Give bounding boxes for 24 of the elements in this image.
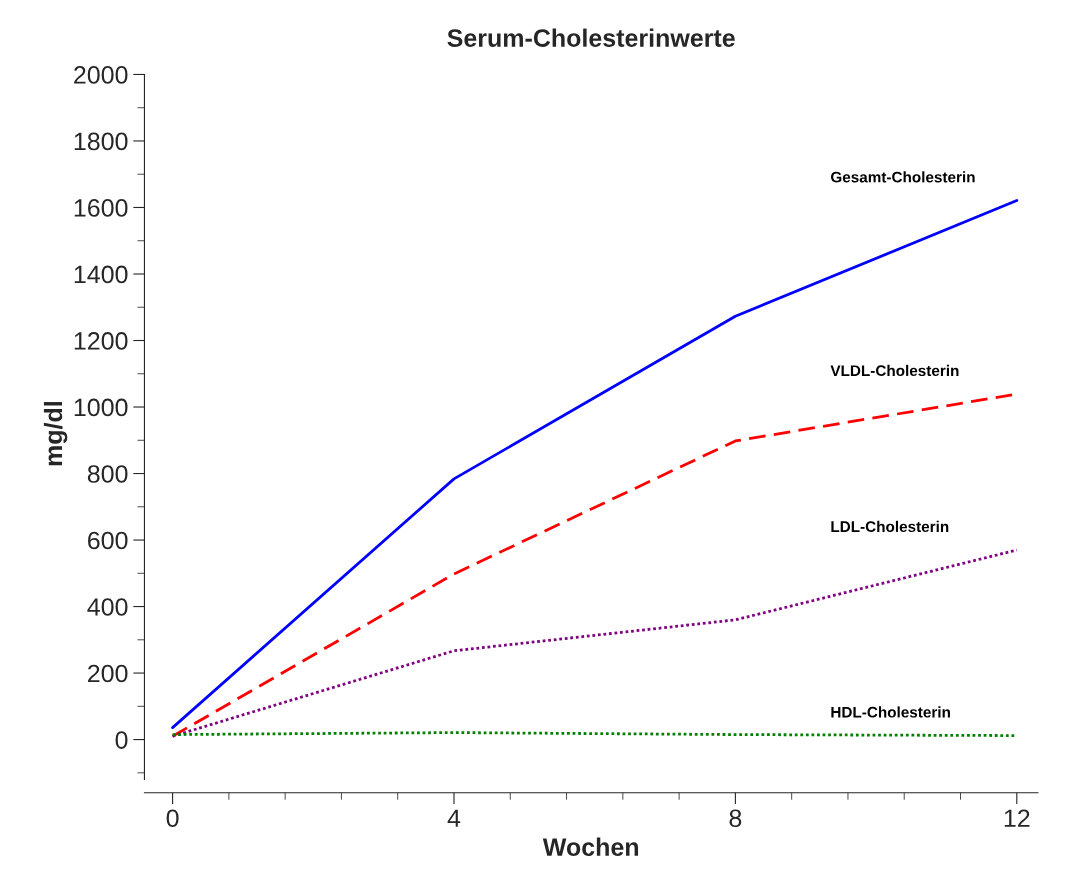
- y-tick-label: 1600: [74, 199, 128, 217]
- x-axis-title: Wochen: [542, 837, 639, 856]
- y-tick-label: 400: [87, 598, 128, 616]
- y-tick-label: 1400: [74, 265, 128, 284]
- y-tick-label: 0: [115, 731, 128, 749]
- text: Gesamt-Cholesterin: [830, 171, 975, 183]
- line-series: [171, 548, 1019, 738]
- y-tick-label: 1200: [74, 332, 128, 350]
- text: LDL-Cholesterin: [831, 520, 949, 533]
- y-tick-label: 1800: [74, 132, 128, 151]
- y-axis-title: mg/dl: [43, 402, 68, 466]
- series-label: VLDL-Cholesterin: [830, 364, 959, 377]
- chart-title: Serum-Cholesterinwerte: [447, 28, 735, 47]
- y-tick-label: 200: [88, 664, 128, 683]
- line-series: [171, 199, 1019, 729]
- x-tick-label: 12: [1004, 809, 1030, 827]
- y-tick-label: 600: [88, 531, 128, 550]
- x-tick-label: 0: [166, 809, 179, 828]
- y-tick-label: 800: [87, 465, 128, 483]
- x-tick-label: 4: [447, 809, 461, 827]
- y-tick-label: 1000: [74, 398, 128, 417]
- x-tick-label: 8: [729, 809, 742, 828]
- series-label: HDL-Cholesterin: [831, 706, 950, 718]
- y-tick-label: 2000: [74, 66, 128, 84]
